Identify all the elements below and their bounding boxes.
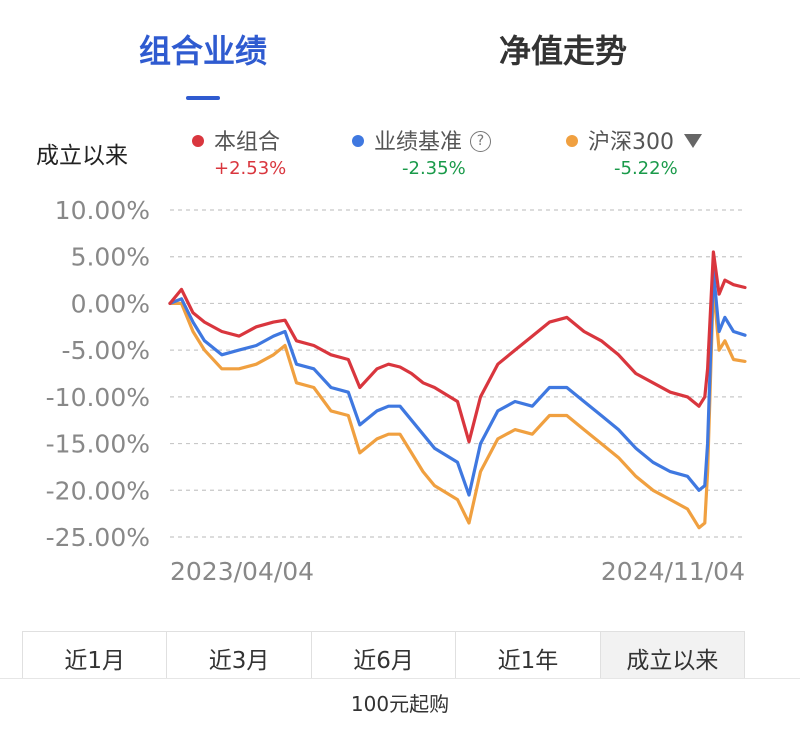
y-tick-label: 0.00% [71, 289, 150, 318]
legend-value: -2.35% [402, 158, 466, 179]
tab-performance[interactable]: 组合业绩 [138, 32, 267, 70]
dropdown-triangle-icon[interactable] [684, 134, 702, 148]
legend-name: 本组合 [214, 130, 281, 155]
series-line-0 [168, 250, 747, 444]
x-tick-label: 2023/04/04 [170, 557, 314, 586]
period-label: 成立以来 [36, 143, 128, 169]
legend-name: 沪深300 [588, 130, 674, 155]
range-3-month-button[interactable]: 近3月 [167, 632, 312, 690]
y-tick-label: -15.00% [46, 430, 150, 459]
y-tick-label: -5.00% [62, 336, 150, 365]
min-purchase-footer[interactable]: 100元起购 [0, 678, 800, 729]
y-tick-label: -20.00% [46, 476, 150, 505]
y-tick-label: 5.00% [71, 243, 150, 272]
portfolio-dot-icon [192, 135, 204, 147]
active-tab-indicator [186, 96, 220, 100]
series-line-1 [168, 269, 747, 497]
csi300-dot-icon [566, 135, 578, 147]
range-6-month-button[interactable]: 近6月 [312, 632, 457, 690]
range-1-month-button[interactable]: 近1月 [23, 632, 168, 690]
x-tick-label: 2024/11/04 [601, 557, 745, 586]
tab-bar: 组合业绩 净值走势 [0, 0, 800, 110]
legend-item-benchmark: 业绩基准? -2.35% [352, 124, 492, 179]
chart-legend: 成立以来 本组合 +2.53% 业绩基准? -2.35% 沪深300 -5.22… [0, 118, 800, 188]
y-tick-label: -10.00% [46, 383, 150, 412]
help-icon[interactable]: ? [470, 130, 492, 152]
tab-nav-trend[interactable]: 净值走势 [498, 32, 627, 70]
series-line-2 [168, 283, 747, 530]
return-line-chart: 10.00% 5.00% 0.00% -5.00% -10.00% -15.00% -20.… [46, 196, 747, 586]
benchmark-dot-icon [352, 135, 364, 147]
legend-value: -5.22% [614, 158, 678, 179]
range-1-year-button[interactable]: 近1年 [456, 632, 601, 690]
legend-item-portfolio: 本组合 +2.53% [192, 124, 286, 179]
y-tick-label: 10.00% [55, 196, 150, 225]
legend-name: 业绩基准 [374, 130, 463, 155]
y-tick-label: -25.00% [46, 523, 150, 552]
legend-value: +2.53% [214, 158, 287, 179]
legend-item-csi300[interactable]: 沪深300 -5.22% [566, 124, 702, 179]
